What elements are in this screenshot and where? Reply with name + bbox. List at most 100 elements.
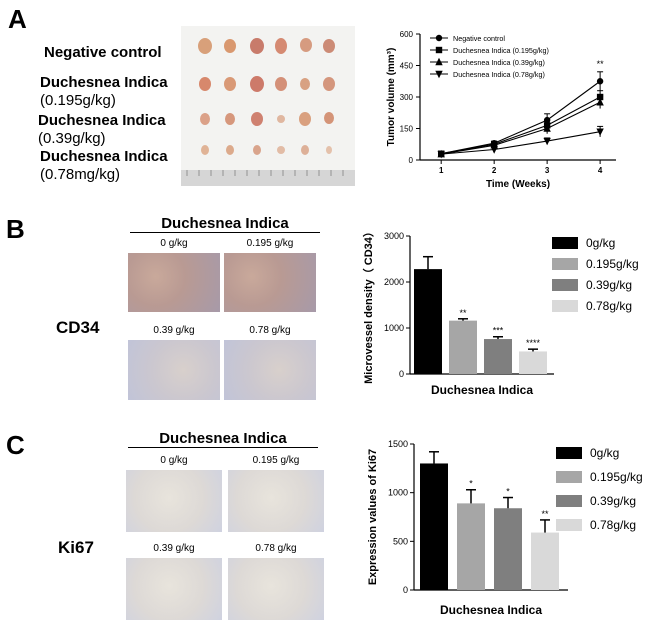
significance-label: **: [459, 308, 467, 318]
caption-b-1: 0.195 g/kg: [246, 238, 294, 249]
legend-swatch: [552, 258, 578, 270]
legend-label: 0g/kg: [586, 236, 615, 250]
caption-b-0: 0 g/kg: [160, 238, 188, 249]
panel-letter-a: A: [8, 4, 27, 34]
label-group-3: Duchesnea Indica: [40, 148, 168, 165]
cd34-image-2: [128, 340, 220, 400]
cd34-image-1: [224, 253, 316, 312]
bar-0: [420, 463, 448, 590]
series-line-0: [441, 80, 601, 155]
legend-label: 0.195g/kg: [586, 257, 639, 271]
y-tick-label: 300: [400, 93, 414, 102]
legend-marker: [435, 70, 443, 79]
tumor-photo: [181, 26, 355, 186]
legend-swatch: [556, 447, 582, 459]
x-tick-label: 3: [545, 166, 550, 175]
y-axis-label: Expression values of Ki67: [367, 449, 379, 585]
ki67-image-3: [228, 558, 324, 620]
series-line-1: [441, 96, 601, 155]
y-tick-label: 0: [409, 156, 414, 165]
x-axis-label: Duchesnea Indica: [440, 603, 542, 617]
bar-2: [494, 508, 522, 590]
y-tick-label: 0: [399, 369, 404, 379]
x-axis-label: Duchesnea Indica: [431, 383, 533, 397]
legend-swatch: [552, 279, 578, 291]
panel-letter-b: B: [6, 214, 25, 244]
label-group-2-dose: (0.39g/kg): [38, 130, 106, 147]
ruler: [181, 170, 355, 186]
y-tick-label: 500: [393, 536, 408, 546]
caption-c-0: 0 g/kg: [160, 455, 188, 466]
significance-label: **: [541, 509, 549, 519]
legend-swatch: [552, 237, 578, 249]
header-b: Duchesnea Indica: [161, 215, 289, 232]
y-tick-label: 600: [400, 30, 414, 39]
legend-marker: [435, 46, 443, 54]
y-tick-label: 150: [400, 125, 414, 134]
data-point: [596, 128, 604, 136]
data-point: [543, 124, 551, 132]
caption-b-2: 0.39 g/kg: [153, 325, 195, 336]
legend-marker: [435, 34, 443, 42]
legend-swatch: [556, 471, 582, 483]
label-negative-control: Negative control: [44, 44, 162, 61]
tumor-volume-chart: 0 150 300 450 600 1 2 3 4 Time (Weeks) Tumor volum…: [386, 30, 616, 190]
bar-2: [484, 339, 512, 374]
header-c-underline: [128, 447, 318, 448]
caption-c-1: 0.195 g/kg: [252, 455, 300, 466]
legend-label: 0.39g/kg: [590, 494, 636, 508]
bar-1: [457, 503, 485, 590]
y-tick-label: 1000: [384, 323, 404, 333]
bar-3: [531, 532, 559, 590]
data-point: [490, 146, 498, 154]
data-point: [596, 78, 604, 85]
x-tick-label: 4: [598, 166, 603, 175]
y-tick-label: 450: [400, 62, 414, 71]
legend-swatch: [556, 495, 582, 507]
legend-label: Duchesnea Indica (0.78g/kg): [453, 70, 545, 79]
y-axis-label: Tumor volume (mm³): [386, 48, 397, 147]
bar-3: [519, 351, 547, 374]
bar-1: [449, 320, 477, 374]
caption-c-3: 0.78 g/kg: [255, 543, 297, 554]
y-tick-label: 3000: [384, 231, 404, 241]
label-group-3-dose: (0.78mg/kg): [40, 166, 121, 183]
data-point: [596, 98, 604, 106]
significance-annotation: **: [597, 59, 605, 69]
legend-label: Duchesnea Indica (0.39g/kg): [453, 58, 545, 67]
x-tick-label: 2: [492, 166, 497, 175]
tumor-specimens: [198, 38, 335, 155]
y-tick-label: 1000: [388, 488, 408, 498]
data-point: [543, 137, 551, 146]
significance-label: ****: [526, 338, 541, 348]
legend-label: 0.78g/kg: [590, 518, 636, 532]
legend-label: Duchesnea Indica (0.195g/kg): [453, 46, 549, 55]
header-b-underline: [130, 232, 320, 233]
stain-label-cd34: CD34: [56, 318, 100, 337]
data-point: [437, 150, 445, 159]
bar-0: [414, 269, 442, 374]
x-tick-label: 1: [439, 166, 444, 175]
significance-label: ***: [493, 326, 504, 336]
legend-label: 0.195g/kg: [590, 470, 643, 484]
significance-label: *: [469, 479, 473, 489]
legend-swatch: [556, 519, 582, 531]
y-tick-label: 1500: [388, 439, 408, 449]
legend-label: Negative control: [453, 34, 505, 43]
stain-label-ki67: Ki67: [58, 538, 94, 557]
header-c: Duchesnea Indica: [159, 430, 287, 447]
ki67-image-2: [126, 558, 222, 620]
y-tick-label: 2000: [384, 277, 404, 287]
y-axis-label: Microvessel density（ CD34）: [362, 226, 375, 384]
y-tick-label: 0: [403, 585, 408, 595]
cd34-image-3: [224, 340, 316, 400]
significance-label: *: [506, 487, 510, 497]
label-group-1-dose: (0.195g/kg): [40, 92, 116, 109]
series-line-3: [441, 131, 601, 155]
label-group-2: Duchesnea Indica: [38, 112, 166, 129]
ki67-image-1: [228, 470, 324, 532]
caption-c-2: 0.39 g/kg: [153, 543, 195, 554]
legend-label: 0g/kg: [590, 446, 619, 460]
